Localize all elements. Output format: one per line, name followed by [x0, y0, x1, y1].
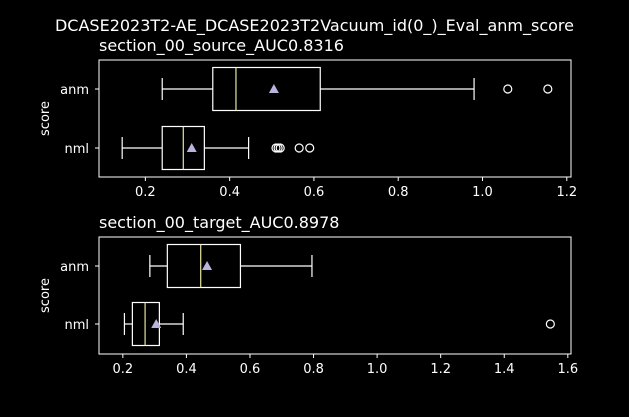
y-tick-label: nml — [64, 318, 89, 333]
box-nml — [121, 125, 315, 171]
x-tick-label: 0.2 — [135, 185, 156, 200]
x-tick-label: 1.6 — [557, 362, 578, 377]
y-axis-label: score — [38, 101, 53, 136]
x-tick-label: 0.2 — [112, 362, 133, 377]
box-nml — [123, 301, 555, 347]
x-tick-label: 1.2 — [556, 185, 577, 200]
y-tick-label: anm — [60, 83, 89, 98]
x-tick-label: 0.6 — [240, 362, 261, 377]
iqr-box — [212, 66, 321, 112]
outlier-point — [275, 143, 285, 153]
box-anm — [149, 243, 313, 289]
axes-frame — [98, 59, 572, 178]
x-tick-label: 1.2 — [430, 362, 451, 377]
box-anm — [161, 66, 553, 112]
figure-suptitle: DCASE2023T2-AE_DCASE2023T2Vacuum_id(0_)_… — [55, 16, 574, 36]
y-axis-label: score — [38, 278, 53, 313]
outlier-point — [305, 143, 315, 153]
axes-frame — [98, 236, 572, 355]
x-tick-label: 1.4 — [494, 362, 515, 377]
y-tick-label: anm — [60, 260, 89, 275]
x-tick-label: 1.0 — [472, 185, 493, 200]
x-tick-label: 0.4 — [176, 362, 197, 377]
outlier-point — [294, 143, 304, 153]
x-tick-label: 0.8 — [388, 185, 409, 200]
x-tick-label: 0.8 — [303, 362, 324, 377]
iqr-box — [166, 243, 242, 289]
outlier-point — [545, 319, 555, 329]
panel-title: section_00_target_AUC0.8978 — [99, 213, 339, 233]
iqr-box — [131, 301, 160, 347]
panel-title: section_00_source_AUC0.8316 — [99, 36, 344, 56]
x-tick-label: 0.6 — [304, 185, 325, 200]
x-tick-label: 1.0 — [367, 362, 388, 377]
mean-marker — [202, 261, 213, 270]
x-tick-label: 0.4 — [219, 185, 240, 200]
mean-marker — [268, 84, 279, 93]
outlier-point — [543, 84, 553, 94]
mean-marker — [151, 319, 162, 328]
mean-marker — [186, 143, 197, 152]
outlier-point — [503, 84, 513, 94]
y-tick-label: nml — [64, 142, 89, 157]
